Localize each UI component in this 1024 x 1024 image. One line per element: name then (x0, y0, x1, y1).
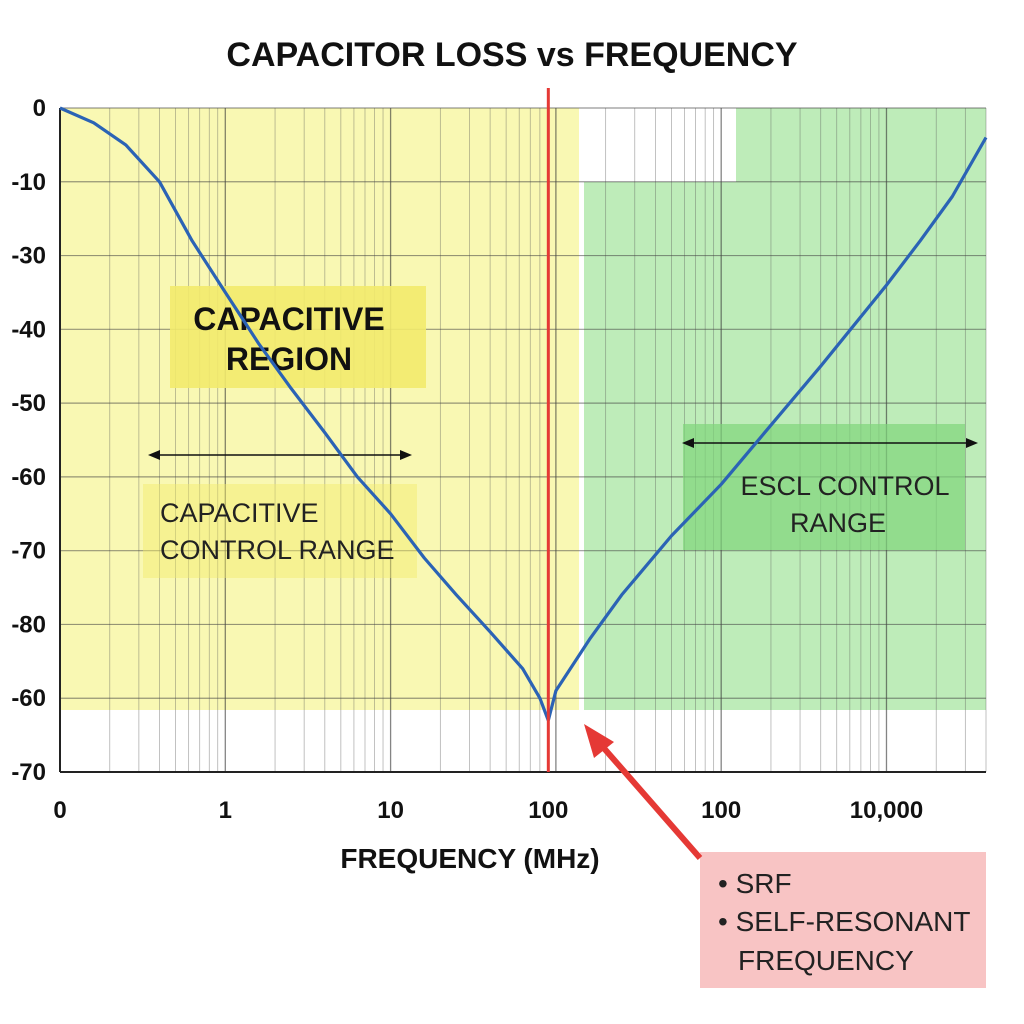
x-tick-label: 100 (528, 797, 568, 824)
grid (59, 107, 987, 773)
y-tick-label: -60 (11, 464, 46, 491)
y-tick-label: -70 (11, 538, 46, 565)
chart-title: CAPACITOR LOSS vs FREQUENCY (226, 36, 797, 74)
capacitive-region-shade (60, 108, 579, 710)
x-tick-label: 10,000 (850, 797, 923, 824)
srf-callout-line2: • SELF-RESONANT (718, 906, 971, 937)
capacitive-range-label-line2: CONTROL RANGE (160, 535, 395, 565)
y-tick-label: -30 (11, 243, 46, 270)
escl-range-box (683, 424, 965, 550)
y-tick-labels: 0 -10 -30 -40 -50 -60 -70 -80 -60 -70 (11, 95, 46, 786)
x-tick-labels: 0 1 10 100 100 10,000 (53, 797, 923, 824)
srf-callout-arrow (584, 724, 703, 860)
y-tick-label: -10 (11, 169, 46, 196)
y-tick-label: 0 (33, 95, 46, 122)
y-tick-label: -70 (11, 759, 46, 786)
capacitive-range-box (143, 484, 417, 578)
x-tick-label: 10 (377, 797, 404, 824)
capacitive-region-box (170, 286, 426, 388)
y-tick-label: -40 (11, 316, 46, 343)
inductive-region-shade-top (736, 108, 986, 182)
capacitive-region-label-line2: REGION (226, 341, 352, 377)
x-tick-label: 1 (219, 797, 232, 824)
capacitive-range-arrow (148, 450, 412, 460)
inductive-curve (546, 136, 988, 721)
x-axis-label: FREQUENCY (MHz) (340, 843, 599, 874)
srf-callout-line1: • SRF (718, 868, 792, 899)
y-tick-label: -80 (11, 611, 46, 638)
escl-range-label-line1: ESCL CONTROL (740, 471, 949, 501)
capacitive-curve (59, 106, 550, 721)
capacitive-region-label-line1: CAPACITIVE (193, 301, 384, 337)
capacitive-range-label-line1: CAPACITIVE (160, 498, 319, 528)
x-tick-label: 100 (701, 797, 741, 824)
escl-range-arrow (682, 438, 978, 448)
x-tick-label: 0 (53, 797, 66, 824)
srf-callout-line3: FREQUENCY (738, 945, 914, 976)
y-tick-label: -50 (11, 390, 46, 417)
y-tick-label: -60 (11, 685, 46, 712)
srf-callout-box (700, 852, 986, 988)
escl-range-label-line2: RANGE (790, 508, 886, 538)
